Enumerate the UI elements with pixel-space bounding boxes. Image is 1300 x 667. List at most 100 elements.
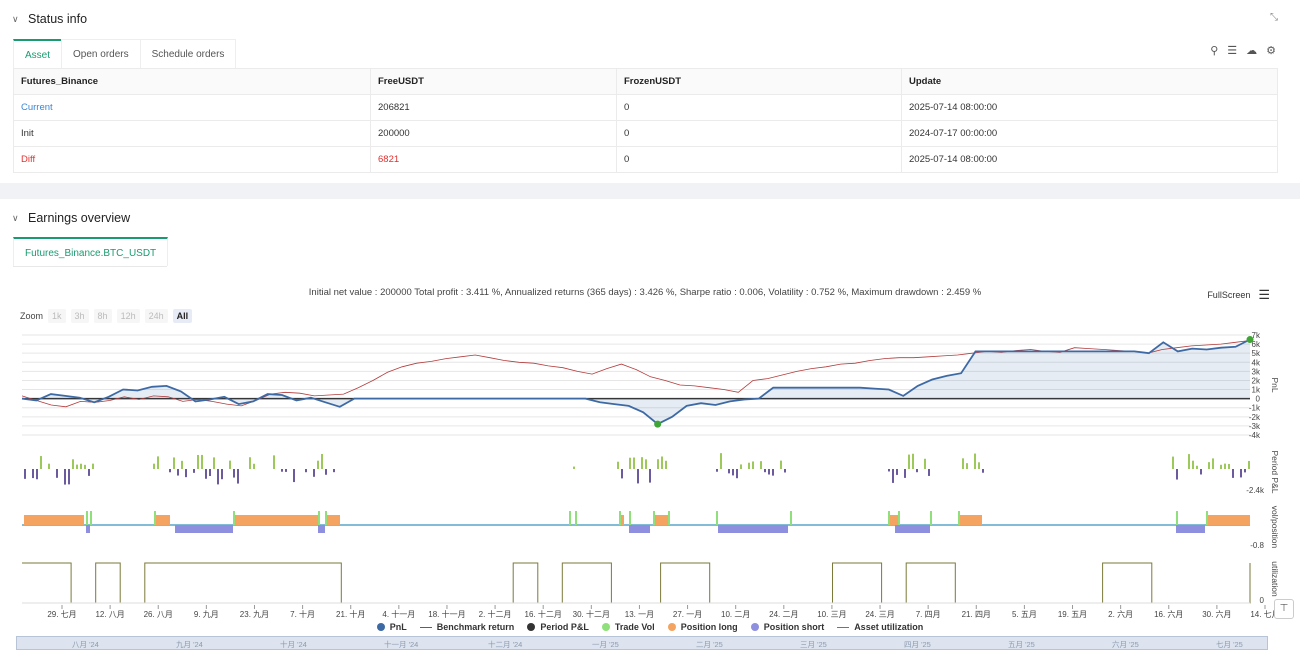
earnings-section-header[interactable]: ∨ Earnings overview xyxy=(12,211,130,225)
zoom-label: Zoom xyxy=(20,311,44,321)
period-pnl-bar xyxy=(1232,469,1234,478)
period-pnl-bar xyxy=(1240,469,1242,478)
legend-position-short[interactable]: Position short xyxy=(750,622,824,632)
period-pnl-bar xyxy=(736,469,738,479)
period-pnl-bar xyxy=(1188,454,1190,469)
pnl-tick-label: -2k xyxy=(1249,413,1261,422)
navigator-label: 十月 '24 xyxy=(280,640,307,649)
period-pnl-bar xyxy=(273,455,275,469)
zoom-all[interactable]: All xyxy=(172,309,193,323)
period-pnl-bar xyxy=(892,469,894,483)
position-long-bar xyxy=(24,515,84,525)
period-pnl-bar xyxy=(661,456,663,469)
period-pnl-bar xyxy=(317,460,319,469)
position-short-bar xyxy=(629,525,650,533)
legend-asset-utilization[interactable]: Asset utilization xyxy=(837,622,923,632)
period-pnl-bar xyxy=(197,454,199,469)
position-tick-label: -0.8 xyxy=(1250,541,1264,550)
row-label: Current xyxy=(13,94,371,121)
x-tick-label: 10. 二月 xyxy=(721,610,750,619)
x-tick-label: 9. 九月 xyxy=(194,610,219,619)
tab-open-orders[interactable]: Open orders xyxy=(61,39,141,68)
x-tick-label: 7. 四月 xyxy=(916,610,941,619)
position-short-bar xyxy=(718,525,788,533)
period-pnl-bar xyxy=(249,457,251,469)
position-short-bar xyxy=(318,525,325,533)
chevron-down-icon[interactable]: ∨ xyxy=(12,212,19,223)
trade-vol-bar xyxy=(233,511,235,525)
navigator-label: 三月 '25 xyxy=(800,640,827,649)
period-pnl-bar xyxy=(657,459,659,469)
x-tick-label: 13. 一月 xyxy=(625,610,654,619)
trade-vol-bar xyxy=(790,511,792,525)
pnl-gridlines xyxy=(22,334,1250,436)
zoom-24h[interactable]: 24h xyxy=(144,309,168,323)
utilization-axis-title: utilization xyxy=(1270,561,1280,597)
navigator-label: 四月 '25 xyxy=(904,640,931,649)
tab-futures-binance-btc-usdt[interactable]: Futures_Binance.BTC_USDT xyxy=(13,237,169,266)
list-icon[interactable]: ☰ xyxy=(1227,45,1238,57)
period-pnl-bar xyxy=(68,469,70,485)
chevron-down-icon[interactable]: ∨ xyxy=(12,13,19,24)
row-label: Diff xyxy=(13,146,371,173)
pnl-tick-label: 0 xyxy=(1256,395,1261,404)
period-pnl-bar xyxy=(728,469,730,474)
legend-trade-vol[interactable]: Trade Vol xyxy=(601,622,655,632)
period-pnl-bar xyxy=(888,469,890,472)
period-pnl-bar xyxy=(1248,460,1250,469)
period-pnl-bar xyxy=(1172,456,1174,469)
zoom-controls: Zoom 1k 3h 8h 12h 24h All xyxy=(20,309,193,323)
period-pnl-bar xyxy=(237,469,239,484)
column-header: FreeUSDT xyxy=(370,68,617,95)
period-pnl-bar xyxy=(1244,469,1246,473)
trade-vol-bar xyxy=(154,511,156,525)
trade-vol-bar xyxy=(629,511,631,525)
tab-asset[interactable]: Asset xyxy=(13,39,63,68)
period-pnl-bar xyxy=(229,460,231,469)
period-pnl-bar xyxy=(732,469,734,476)
x-tick-label: 2. 十二月 xyxy=(479,609,512,619)
pnl-tick-label: 7k xyxy=(1252,331,1261,340)
period-pnl-bar xyxy=(752,461,754,469)
navigator-label: 二月 '25 xyxy=(696,640,723,649)
fullscreen-label: FullScreen xyxy=(1207,290,1251,300)
period-pnl-bar xyxy=(982,469,984,473)
x-tick-label: 24. 三月 xyxy=(865,610,894,619)
trade-vol-bar xyxy=(930,511,932,525)
pnl-tick-label: 4k xyxy=(1252,358,1261,367)
navigator-label: 十二月 '24 xyxy=(488,640,523,649)
pnl-axis-title: PnL xyxy=(1270,377,1280,392)
period-pnl-bar xyxy=(962,458,964,469)
fullscreen-button[interactable]: FullScreen ☰ xyxy=(1207,287,1270,303)
table-row: Diff 6821 0 2025-07-14 08:00:00 xyxy=(13,146,1278,173)
zoom-8h[interactable]: 8h xyxy=(93,309,112,323)
zoom-12h[interactable]: 12h xyxy=(116,309,140,323)
legend-benchmark[interactable]: Benchmark return xyxy=(419,622,514,632)
status-section-header[interactable]: ∨ Status info xyxy=(12,12,87,26)
pnl-tick-label: 6k xyxy=(1252,340,1261,349)
menu-icon[interactable]: ☰ xyxy=(1258,287,1270,302)
table-toolbar: ⚲ ☰ ☁ ⚙ xyxy=(1210,44,1276,57)
period-pnl-bar xyxy=(233,469,235,478)
zoom-1k[interactable]: 1k xyxy=(48,309,66,323)
search-icon[interactable]: ⚲ xyxy=(1210,45,1219,57)
range-navigator[interactable]: 八月 '24 九月 '24 十月 '24 十一月 '24 十二月 '24 一月 '25 二月… xyxy=(16,636,1268,650)
cell: 0 xyxy=(616,120,902,147)
legend-position-long[interactable]: Position long xyxy=(667,622,738,632)
period-pnl-bar xyxy=(92,463,94,469)
table-header-row: Futures_Binance FreeUSDT FrozenUSDT Upda… xyxy=(13,68,1278,95)
cloud-icon[interactable]: ☁ xyxy=(1246,45,1258,57)
expand-icon[interactable]: ⤡ xyxy=(1270,12,1278,23)
status-title: Status info xyxy=(28,12,88,26)
zoom-3h[interactable]: 3h xyxy=(70,309,89,323)
scroll-top-icon[interactable]: ⊤ xyxy=(1274,599,1294,619)
trade-vol-bar xyxy=(86,511,88,525)
legend-period-pnl[interactable]: Period P&L xyxy=(527,622,589,632)
legend-pnl[interactable]: PnL xyxy=(376,622,407,632)
tab-schedule-orders[interactable]: Schedule orders xyxy=(139,39,237,68)
cell: 6821 xyxy=(370,146,617,173)
gear-icon[interactable]: ⚙ xyxy=(1266,45,1276,57)
position-long-bar xyxy=(154,515,170,525)
period-pnl-bar xyxy=(772,469,774,476)
